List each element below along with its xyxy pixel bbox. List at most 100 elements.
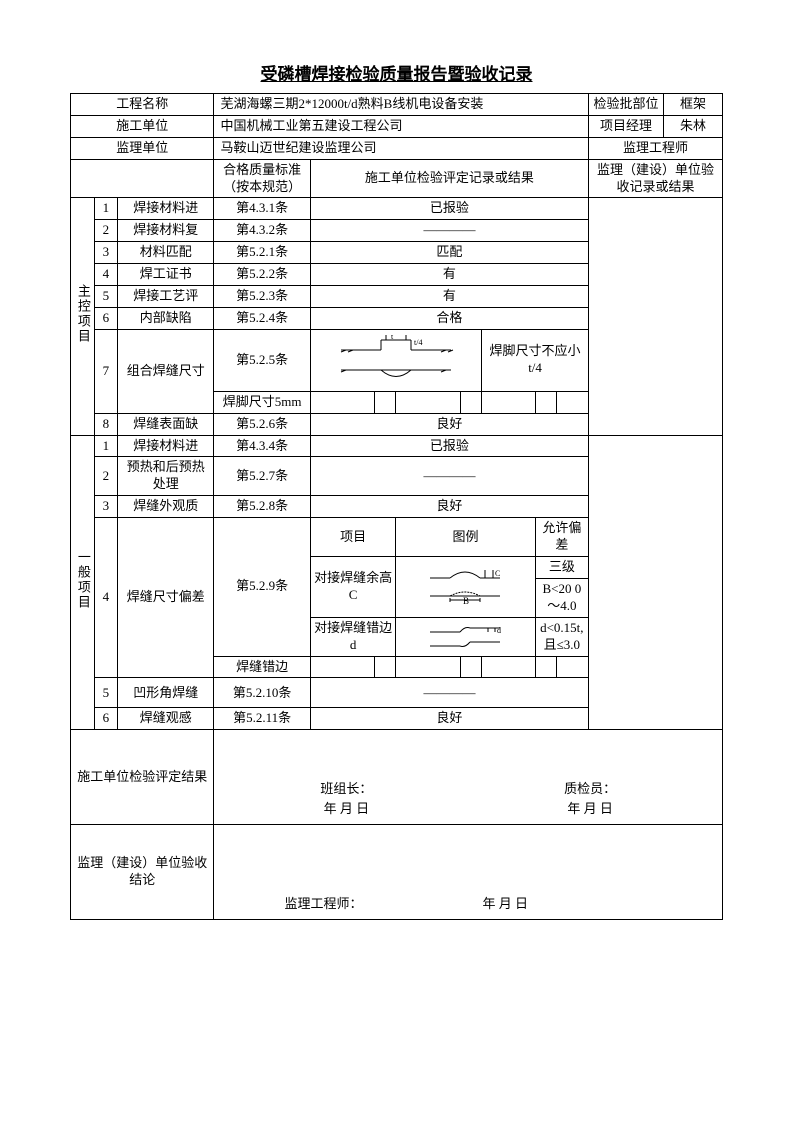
cell bbox=[375, 656, 396, 678]
diagram-d: d bbox=[396, 617, 535, 656]
row-result: 良好 bbox=[310, 496, 588, 518]
cell bbox=[535, 391, 556, 413]
row-std: 第5.2.8条 bbox=[214, 496, 310, 518]
row-item: 焊缝尺寸偏差 bbox=[118, 518, 214, 678]
pm-value: 朱林 bbox=[664, 115, 723, 137]
row-std: 第5.2.4条 bbox=[214, 307, 310, 329]
row-item: 材料匹配 bbox=[118, 242, 214, 264]
row-result: ———— bbox=[310, 220, 588, 242]
row-num: 4 bbox=[94, 264, 118, 286]
cell bbox=[396, 656, 460, 678]
check-label: 施工单位检验评定记录或结果 bbox=[310, 159, 588, 198]
general-section-label: 一般项目 bbox=[71, 435, 95, 730]
cell bbox=[482, 656, 536, 678]
row-std: 第5.2.6条 bbox=[214, 413, 310, 435]
pm-label: 项目经理 bbox=[589, 115, 664, 137]
cell bbox=[310, 656, 374, 678]
cell bbox=[556, 391, 588, 413]
weld-note: 焊脚尺寸不应小 t/4 bbox=[482, 329, 589, 391]
row-std: 第5.2.3条 bbox=[214, 286, 310, 308]
row-result: 已报验 bbox=[310, 435, 588, 457]
row-result: ———— bbox=[310, 457, 588, 496]
row-num: 4 bbox=[94, 518, 118, 678]
super-eng-label: 监理工程师 bbox=[589, 137, 723, 159]
row-result: 良好 bbox=[310, 708, 588, 730]
row-num: 1 bbox=[94, 435, 118, 457]
row-num: 6 bbox=[94, 708, 118, 730]
row-num: 7 bbox=[94, 329, 118, 413]
row-item: 焊工证书 bbox=[118, 264, 214, 286]
svg-text:C: C bbox=[495, 569, 500, 578]
cell bbox=[556, 656, 588, 678]
row-num: 3 bbox=[94, 496, 118, 518]
row-result: 合格 bbox=[310, 307, 588, 329]
row-item: 焊接工艺评 bbox=[118, 286, 214, 308]
row-result: 匹配 bbox=[310, 242, 588, 264]
check-conclusion-label: 施工单位检验评定结果 bbox=[71, 730, 214, 825]
svg-text:B: B bbox=[463, 596, 469, 606]
accept-conclusion-label: 监理（建设）单位验收结论 bbox=[71, 825, 214, 920]
row-std: 第4.3.2条 bbox=[214, 220, 310, 242]
row-item: 焊缝外观质 bbox=[118, 496, 214, 518]
row-result: 有 bbox=[310, 264, 588, 286]
row-item: 焊缝表面缺 bbox=[118, 413, 214, 435]
sub-value: 三级 bbox=[535, 556, 589, 578]
blank-header bbox=[71, 159, 214, 198]
row-num: 5 bbox=[94, 286, 118, 308]
project-name: 芜湖海螺三期2*12000t/d熟料B线机电设备安装 bbox=[214, 94, 589, 116]
cell bbox=[310, 391, 374, 413]
row-std: 第5.2.9条 bbox=[214, 518, 310, 656]
date-field: 年 月 日 bbox=[482, 896, 528, 913]
diagram-c: C B bbox=[396, 556, 535, 617]
sub-value: B<20 0～4.0 bbox=[535, 578, 589, 617]
main-section-label: 主控项目 bbox=[71, 198, 95, 435]
sub-header: 项目 bbox=[310, 518, 396, 557]
batch-value: 框架 bbox=[664, 94, 723, 116]
row-std: 第5.2.1条 bbox=[214, 242, 310, 264]
row-num: 2 bbox=[94, 457, 118, 496]
std-label: 合格质量标准（按本规范） bbox=[214, 159, 310, 198]
row-result: 已报验 bbox=[310, 198, 588, 220]
row-num: 6 bbox=[94, 307, 118, 329]
row-item: 组合焊缝尺寸 bbox=[118, 329, 214, 413]
weld-diagram: t t/4 bbox=[310, 329, 481, 391]
cell bbox=[375, 391, 396, 413]
sub-header: 允许偏差 bbox=[535, 518, 589, 557]
cell bbox=[460, 656, 481, 678]
row-std: 第5.2.7条 bbox=[214, 457, 310, 496]
row-result: ———— bbox=[310, 678, 588, 708]
sub-header: 图例 bbox=[396, 518, 535, 557]
supervision-unit: 马鞍山迈世纪建设监理公司 bbox=[214, 137, 589, 159]
main-table: 工程名称 芜湖海螺三期2*12000t/d熟料B线机电设备安装 检验批部位 框架… bbox=[70, 93, 723, 920]
row-std: 第4.3.1条 bbox=[214, 198, 310, 220]
row-std: 第5.2.2条 bbox=[214, 264, 310, 286]
row-item: 焊缝观感 bbox=[118, 708, 214, 730]
batch-label: 检验批部位 bbox=[589, 94, 664, 116]
supervision-unit-label: 监理单位 bbox=[71, 137, 214, 159]
row-result: 良好 bbox=[310, 413, 588, 435]
accept-conclusion-sig: 监理工程师： 年 月 日 bbox=[214, 825, 723, 920]
cell bbox=[482, 391, 536, 413]
svg-text:d: d bbox=[497, 626, 501, 635]
accept-blank bbox=[589, 198, 723, 435]
row-item: 焊接材料复 bbox=[118, 220, 214, 242]
row-item: 内部缺陷 bbox=[118, 307, 214, 329]
page-title: 受磷槽焊接检验质量报告暨验收记录 bbox=[70, 60, 723, 85]
project-name-label: 工程名称 bbox=[71, 94, 214, 116]
cell bbox=[460, 391, 481, 413]
row-num: 8 bbox=[94, 413, 118, 435]
svg-text:t/4: t/4 bbox=[414, 338, 422, 347]
qc-inspector-label: 质检员： bbox=[564, 781, 616, 798]
sub-item: 对接焊缝错边d bbox=[310, 617, 396, 656]
accept-label: 监理（建设）单位验收记录或结果 bbox=[589, 159, 723, 198]
accept-blank bbox=[589, 435, 723, 730]
weld-sub-label: 焊脚尺寸5mm bbox=[214, 391, 310, 413]
row-num: 1 bbox=[94, 198, 118, 220]
date-field: 年 月 日 bbox=[324, 801, 370, 818]
row-num: 2 bbox=[94, 220, 118, 242]
team-leader-label: 班组长： bbox=[320, 781, 372, 798]
construction-unit: 中国机械工业第五建设工程公司 bbox=[214, 115, 589, 137]
row-std: 第5.2.11条 bbox=[214, 708, 310, 730]
cell bbox=[535, 656, 556, 678]
construction-unit-label: 施工单位 bbox=[71, 115, 214, 137]
